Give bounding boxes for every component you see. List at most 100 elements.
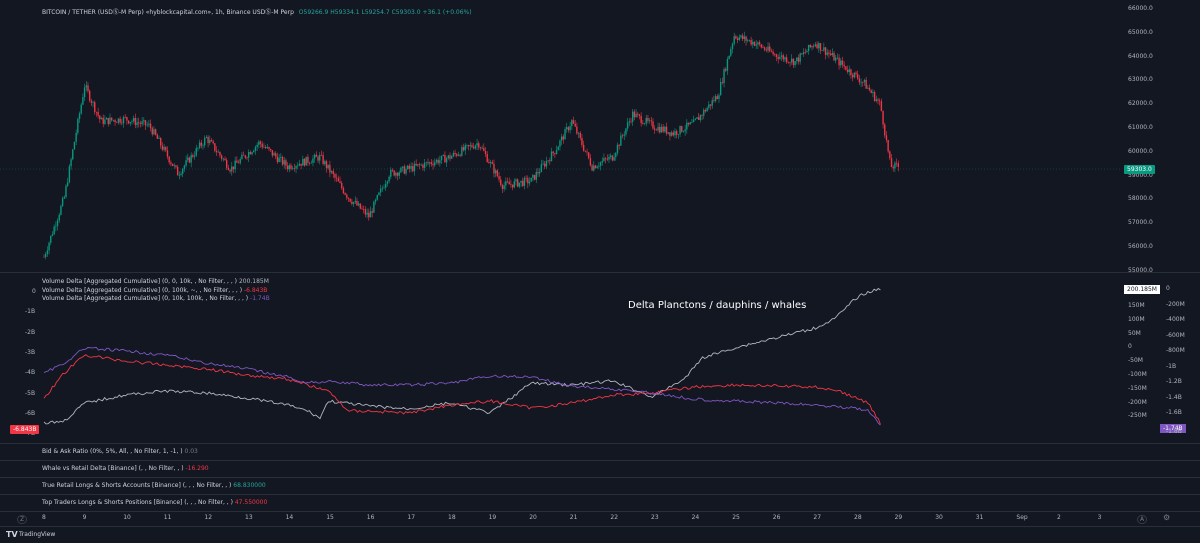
candle-body <box>51 234 54 236</box>
delta-legend-item[interactable]: Volume Delta [Aggregated Cumulative] (0,… <box>42 278 269 285</box>
delta-series-small <box>43 287 881 425</box>
candle-body <box>109 117 111 124</box>
candle-body <box>851 75 854 78</box>
candle-body <box>785 57 788 63</box>
auto-scale-button[interactable]: A <box>1137 515 1148 524</box>
candle-body <box>716 96 718 100</box>
candle-body <box>872 92 874 93</box>
candle-body <box>310 162 312 164</box>
candle-body <box>53 226 55 235</box>
time-tick-label: 17 <box>407 514 416 521</box>
indicator-divider[interactable] <box>0 460 1200 461</box>
pane-divider-1[interactable] <box>0 272 1200 273</box>
candle-body <box>280 156 282 158</box>
settings-gear-icon[interactable]: ⚙ <box>1163 513 1171 522</box>
price-tick-label: 60000.0 <box>1128 147 1153 155</box>
footer-bar: TV TradingView <box>0 526 1200 543</box>
candle-body <box>758 42 761 45</box>
candle-body <box>537 172 539 174</box>
candlestick-chart[interactable] <box>0 0 1200 272</box>
candle-body <box>692 119 695 123</box>
candle-body <box>466 144 468 146</box>
indicator-divider[interactable] <box>0 477 1200 478</box>
candle-body <box>429 162 431 164</box>
time-tick-label: 3 <box>1097 514 1102 521</box>
delta-right-tick-2: -400M <box>1166 316 1185 323</box>
candle-body <box>687 122 690 125</box>
indicator-divider[interactable] <box>0 494 1200 495</box>
price-tick-label: 64000.0 <box>1128 52 1153 60</box>
time-tick-label: 31 <box>975 514 984 521</box>
candle-body <box>173 165 175 166</box>
candle-body <box>525 177 527 179</box>
candle-body <box>190 155 192 163</box>
candle-body <box>731 43 734 50</box>
candle-body <box>643 123 646 124</box>
price-pane[interactable]: BITCOIN / TETHER (USDⓈ-M Perp) «hyblockc… <box>0 0 1200 274</box>
candle-body <box>97 112 99 116</box>
last-price-badge: 59303.0 <box>1124 165 1155 174</box>
ohlc-close: C59303.0 <box>391 9 421 16</box>
candle-body <box>381 188 384 189</box>
candle-body <box>417 164 419 166</box>
volume-delta-chart[interactable] <box>0 273 1200 443</box>
candle-body <box>263 146 265 148</box>
candle-body <box>889 151 891 159</box>
candle-body <box>867 87 869 89</box>
candle-body <box>290 165 292 169</box>
candle-body <box>78 113 81 120</box>
candle-body <box>736 38 739 40</box>
candle-body <box>760 44 762 48</box>
time-tick-label: 19 <box>488 514 497 521</box>
candle-body <box>117 118 120 123</box>
candle-body <box>826 52 828 55</box>
candle-body <box>882 110 884 125</box>
candle-body <box>506 181 509 183</box>
candle-body <box>779 56 781 59</box>
candle-body <box>215 150 218 153</box>
candle-body <box>82 97 84 105</box>
candle-body <box>532 174 534 178</box>
candle-body <box>877 99 879 101</box>
candles <box>43 31 899 260</box>
indicator-legend[interactable]: Top Traders Longs & Shorts Positions [Bi… <box>42 499 267 506</box>
indicator-legend[interactable]: Bid & Ask Ratio (0%, 5%, All, , No Filte… <box>42 448 198 455</box>
candle-body <box>286 165 289 170</box>
candle-body <box>332 171 334 175</box>
candle-body <box>770 50 773 52</box>
candle-body <box>554 153 556 154</box>
indicator-legend[interactable]: True Retail Longs & Shorts Accounts [Bin… <box>42 482 266 489</box>
candle-body <box>610 155 612 157</box>
candle-body <box>75 132 77 142</box>
candle-body <box>584 150 587 152</box>
time-axis[interactable]: 8 9 10 11 12 13 14 15 16 17 18 19 20 21 22 23 24 25 26 27 28… <box>0 512 1200 526</box>
candle-body <box>88 90 91 101</box>
indicator-divider[interactable] <box>0 443 1200 444</box>
candle-body <box>198 142 201 148</box>
delta-series-large <box>43 354 881 425</box>
candle-body <box>214 143 216 151</box>
candle-body <box>371 211 373 213</box>
candle-body <box>122 117 125 124</box>
candle-body <box>244 155 247 158</box>
delta-pane[interactable]: Volume Delta [Aggregated Cumulative] (0,… <box>0 273 1200 443</box>
indicator-name: Top Traders Longs & Shorts Positions [Bi… <box>42 499 235 506</box>
candle-body <box>471 145 473 148</box>
indicator-legend[interactable]: Whale vs Retail Delta [Binance] (, , No … <box>42 465 209 472</box>
axis-zoom-button[interactable]: Z <box>17 515 28 524</box>
candle-body <box>811 45 813 48</box>
candle-body <box>701 115 703 116</box>
candle-body <box>312 158 314 163</box>
delta-legend-item[interactable]: Volume Delta [Aggregated Cumulative] (0,… <box>42 295 270 302</box>
candle-body <box>657 126 659 131</box>
candle-body <box>83 87 86 98</box>
candle-body <box>121 122 123 124</box>
candle-body <box>633 111 636 118</box>
candle-body <box>354 200 356 203</box>
candle-body <box>642 123 644 124</box>
symbol-title[interactable]: BITCOIN / TETHER (USDⓈ-M Perp) «hyblockc… <box>42 7 472 16</box>
candle-body <box>291 168 294 169</box>
delta-legend-item[interactable]: Volume Delta [Aggregated Cumulative] (0,… <box>42 287 267 294</box>
candle-body <box>522 180 524 186</box>
candle-body <box>374 199 377 202</box>
